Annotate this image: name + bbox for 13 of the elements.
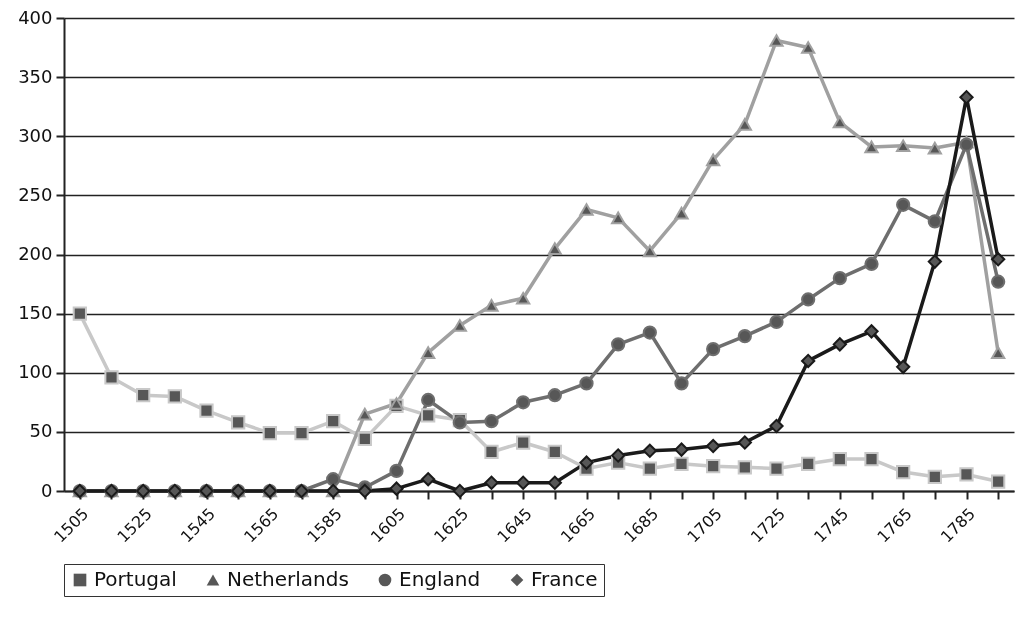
y-tick-label: 200 — [18, 243, 53, 264]
legend-label: Portugal — [94, 567, 177, 591]
legend-label: England — [399, 567, 481, 591]
y-tick-label: 100 — [18, 361, 53, 383]
y-tick-label: 350 — [18, 65, 53, 87]
y-tick-label: 150 — [18, 302, 53, 324]
legend-label: Netherlands — [227, 567, 349, 591]
y-tick-label: 0 — [41, 479, 53, 501]
y-tick-label: 50 — [29, 420, 53, 442]
legend-label: France — [531, 567, 598, 591]
y-tick-label: 250 — [18, 183, 53, 205]
y-tick-label: 400 — [18, 6, 53, 28]
y-tick-label: 300 — [18, 124, 53, 146]
